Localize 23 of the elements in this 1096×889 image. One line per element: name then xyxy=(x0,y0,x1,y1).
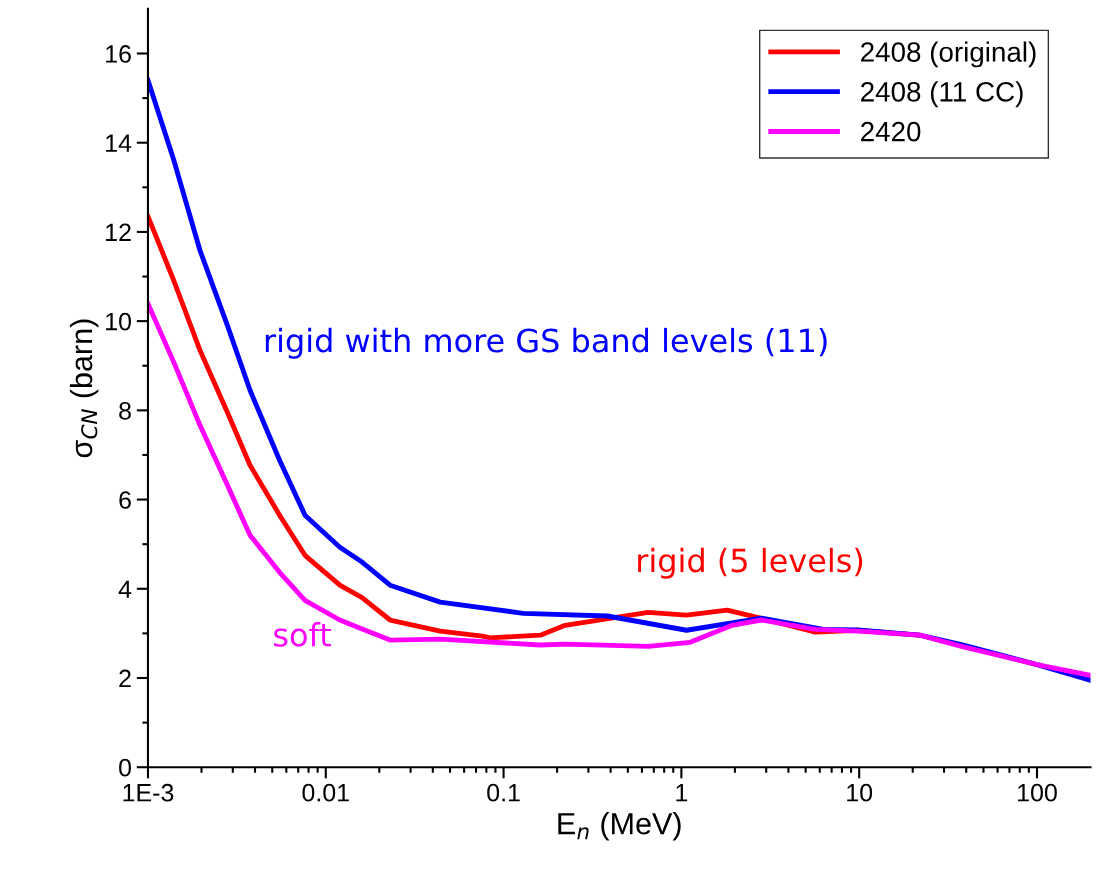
annotation: soft xyxy=(274,622,332,647)
x-tick-label: 1 xyxy=(676,784,688,802)
x-axis-title: E$_{n}$ (MeV) xyxy=(558,812,681,841)
x-tick-label: 100 xyxy=(1018,783,1057,802)
x-tick-label: 10 xyxy=(847,783,873,802)
annotation: rigid (5 levels) xyxy=(638,547,863,579)
y-axis-title: σ$_{CN}$ (barn) xyxy=(69,319,99,458)
y-tick-label: 2 xyxy=(119,669,131,688)
y-tick-label: 6 xyxy=(119,491,131,509)
y-tick-label: 0 xyxy=(119,758,132,777)
x-tick-label: 0.1 xyxy=(487,783,520,802)
y-tick-label: 14 xyxy=(106,134,132,152)
y-tick-label: 8 xyxy=(119,401,131,420)
y-tick-label: 12 xyxy=(106,223,131,241)
y-tick-label: 16 xyxy=(106,45,131,63)
annotation: rigid with more GS band levels (11) xyxy=(265,327,827,359)
x-tick-label: 1E-3 xyxy=(123,783,174,802)
legend-label: 2420 xyxy=(861,121,921,142)
legend-label: 2408 (11 CC) xyxy=(861,81,1023,108)
legend-label: 2408 (original) xyxy=(861,41,1036,68)
y-tick-label: 10 xyxy=(106,312,132,331)
x-tick-label: 0.01 xyxy=(302,783,349,802)
y-tick-label: 4 xyxy=(118,580,132,598)
